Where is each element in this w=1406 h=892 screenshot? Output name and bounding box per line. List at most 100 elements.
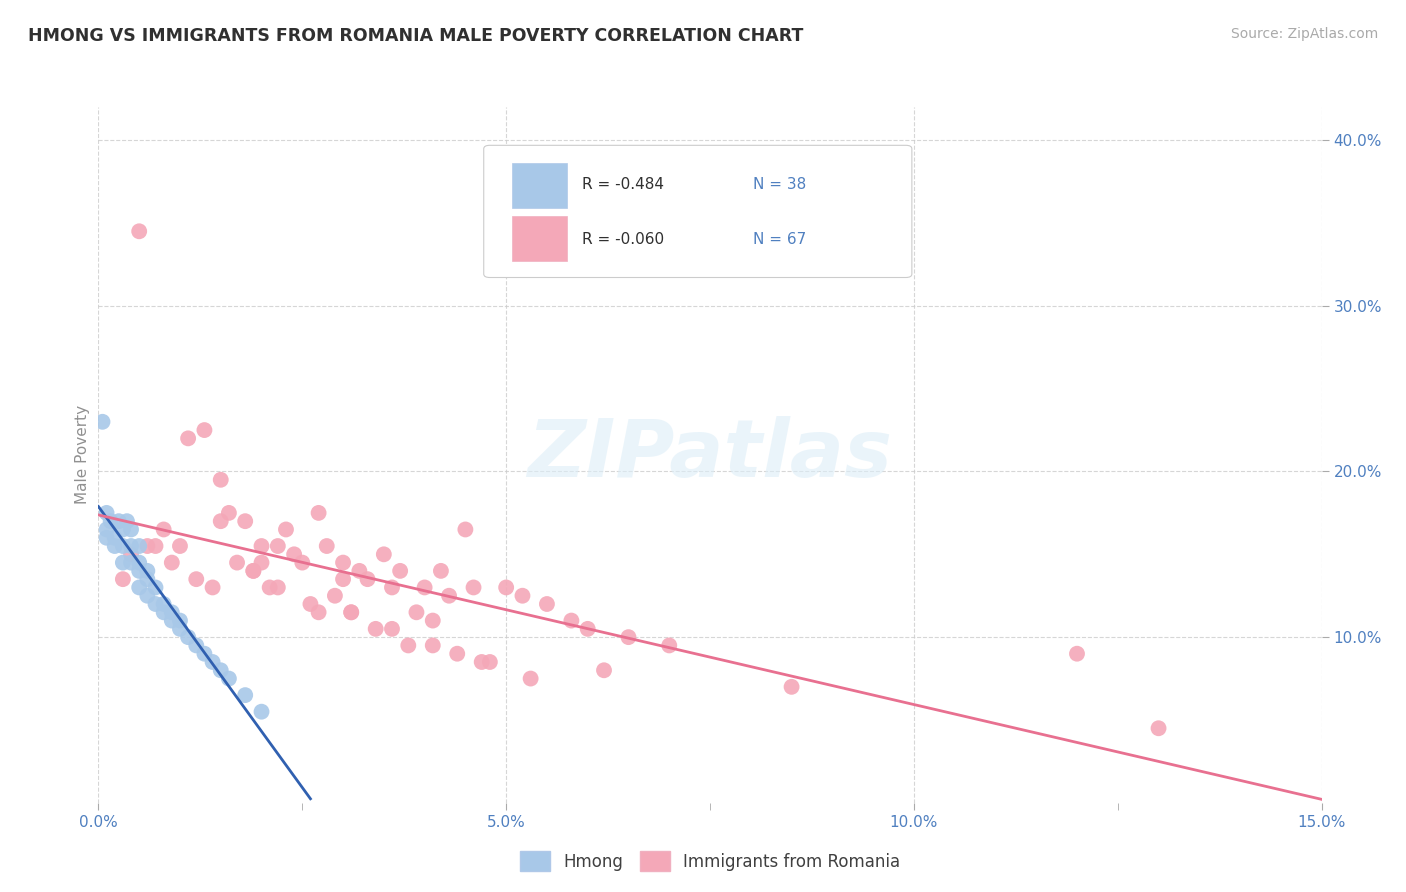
Point [218,506,240,520]
Point [201,581,224,595]
Text: N = 67: N = 67 [752,232,806,247]
Point [145,581,167,595]
Point [283,547,305,561]
Point [128,556,150,570]
Point [111,572,134,586]
Point [512,589,534,603]
Point [478,655,501,669]
Point [267,539,290,553]
Point [145,539,167,553]
Point [315,539,337,553]
Point [128,539,150,553]
Point [186,639,208,653]
Point [218,672,240,686]
Point [356,572,378,586]
Text: ZIPatlas: ZIPatlas [527,416,893,494]
Point [259,581,281,595]
Text: Source: ZipAtlas.com: Source: ZipAtlas.com [1230,27,1378,41]
Point [617,630,640,644]
Point [104,531,127,545]
Point [381,622,404,636]
Point [120,539,142,553]
Text: R = -0.484: R = -0.484 [582,178,664,193]
Point [145,597,167,611]
Point [364,622,387,636]
Point [209,473,232,487]
Point [658,639,681,653]
Point [1147,721,1170,735]
Point [226,556,249,570]
Point [396,639,419,653]
FancyBboxPatch shape [484,145,912,277]
Point [209,663,232,677]
Point [267,581,290,595]
Point [160,605,183,619]
Point [186,572,208,586]
Point [308,605,330,619]
Point [233,514,256,528]
Y-axis label: Male Poverty: Male Poverty [75,405,90,505]
Point [340,605,363,619]
Point [96,531,118,545]
Point [104,539,127,553]
Point [454,523,477,537]
Point [349,564,371,578]
Point [136,564,159,578]
Text: N = 38: N = 38 [752,178,806,193]
Point [291,556,314,570]
Point [96,523,118,537]
Point [169,622,191,636]
FancyBboxPatch shape [512,216,567,261]
Point [323,589,346,603]
Point [250,556,273,570]
Point [437,589,460,603]
Point [332,572,354,586]
Point [136,589,159,603]
Point [1066,647,1088,661]
Point [308,506,330,520]
Point [413,581,436,595]
Point [108,514,131,528]
Point [115,514,138,528]
Point [519,672,541,686]
Point [405,605,427,619]
Point [250,705,273,719]
Point [233,688,256,702]
Text: HMONG VS IMMIGRANTS FROM ROMANIA MALE POVERTY CORRELATION CHART: HMONG VS IMMIGRANTS FROM ROMANIA MALE PO… [28,27,803,45]
Point [177,431,200,445]
Point [111,556,134,570]
Point [242,564,264,578]
Point [96,506,118,520]
Point [430,564,453,578]
Point [274,523,297,537]
Point [160,614,183,628]
Point [136,572,159,586]
Point [780,680,803,694]
Point [160,556,183,570]
Point [373,547,395,561]
Point [177,630,200,644]
Point [152,523,174,537]
Text: R = -0.060: R = -0.060 [582,232,664,247]
Point [422,614,444,628]
Point [128,581,150,595]
Point [593,663,616,677]
Point [100,514,122,528]
Point [169,539,191,553]
Point [152,597,174,611]
Point [91,415,114,429]
Point [471,655,494,669]
Point [111,523,134,537]
Point [463,581,485,595]
Point [201,655,224,669]
Point [136,539,159,553]
Point [381,581,404,595]
Point [536,597,558,611]
Point [111,539,134,553]
Point [128,224,150,238]
Point [152,605,174,619]
Point [250,539,273,553]
Point [120,523,142,537]
Point [299,597,322,611]
Point [332,556,354,570]
